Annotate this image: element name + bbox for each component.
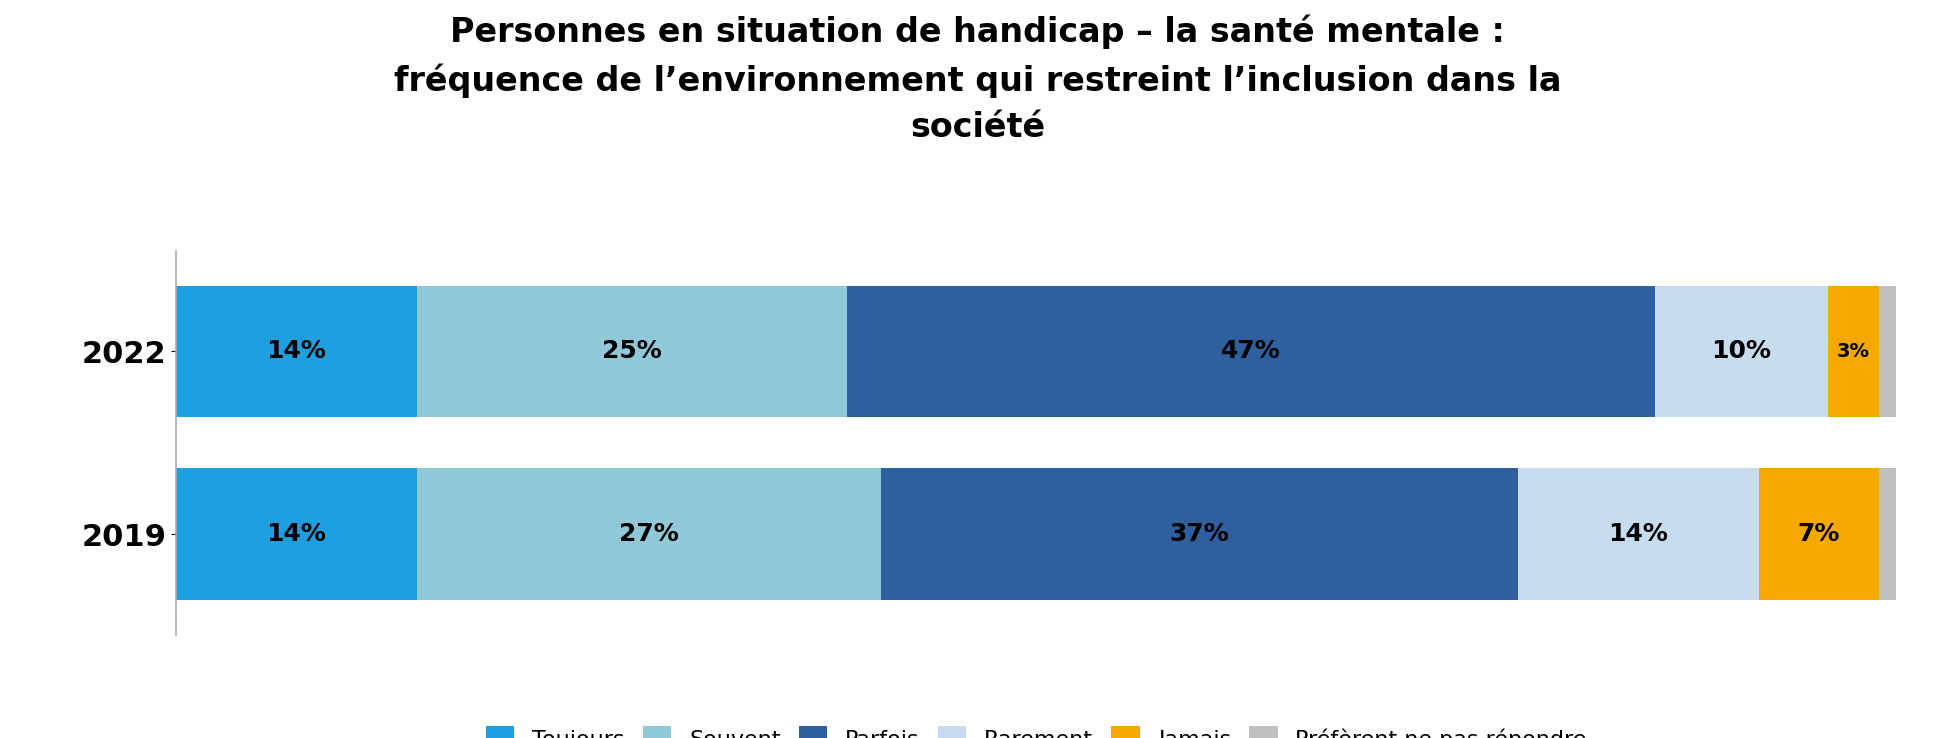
Bar bbox=[1879, 469, 1896, 600]
Text: 7%: 7% bbox=[1799, 523, 1840, 546]
Bar bbox=[847, 286, 1656, 417]
Text: 37%: 37% bbox=[1169, 523, 1230, 546]
Text: 14%: 14% bbox=[1609, 523, 1668, 546]
Bar bbox=[176, 286, 416, 417]
Bar bbox=[882, 469, 1517, 600]
Bar bbox=[416, 286, 847, 417]
Text: 10%: 10% bbox=[1711, 339, 1771, 363]
Text: 14%: 14% bbox=[266, 339, 326, 363]
Bar bbox=[1879, 286, 1896, 417]
Bar bbox=[416, 469, 882, 600]
Bar bbox=[1517, 469, 1760, 600]
Bar bbox=[176, 469, 416, 600]
Bar bbox=[1656, 286, 1828, 417]
Bar bbox=[1760, 469, 1879, 600]
Legend: Toujours, Souvent, Parfois, Rarement, Jamais, Préfèrent ne pas répondre: Toujours, Souvent, Parfois, Rarement, Ja… bbox=[475, 715, 1597, 738]
Text: Personnes en situation de handicap – la santé mentale :
fréquence de l’environne: Personnes en situation de handicap – la … bbox=[393, 15, 1562, 143]
Text: 3%: 3% bbox=[1838, 342, 1869, 361]
Bar bbox=[1828, 286, 1879, 417]
Text: 27%: 27% bbox=[620, 523, 678, 546]
Text: 25%: 25% bbox=[602, 339, 661, 363]
Text: 14%: 14% bbox=[266, 523, 326, 546]
Text: 47%: 47% bbox=[1222, 339, 1281, 363]
